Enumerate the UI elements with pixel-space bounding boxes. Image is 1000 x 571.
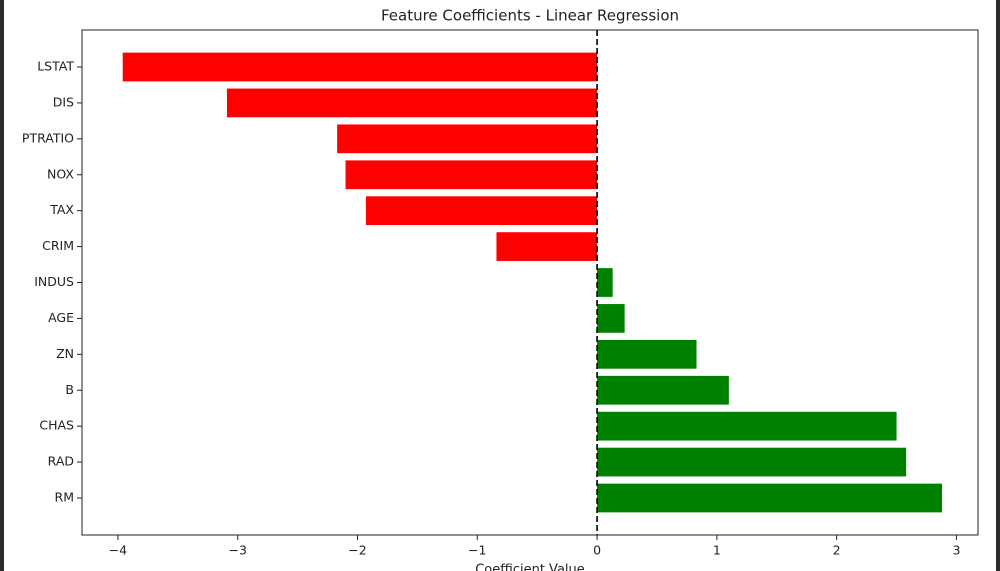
bar bbox=[597, 411, 897, 441]
x-tick-label: −4 bbox=[109, 543, 127, 558]
y-tick-label: AGE bbox=[48, 310, 74, 325]
y-tick-label: RAD bbox=[48, 454, 74, 469]
x-tick-label: 1 bbox=[713, 543, 721, 558]
y-tick-label: PTRATIO bbox=[22, 130, 74, 145]
bar bbox=[597, 375, 729, 405]
y-tick-label: RM bbox=[55, 490, 74, 505]
y-tick-label: CHAS bbox=[39, 418, 74, 433]
y-tick-label: INDUS bbox=[34, 274, 74, 289]
y-tick-label: NOX bbox=[47, 166, 74, 181]
bar bbox=[365, 196, 598, 226]
y-tick-label: CRIM bbox=[42, 238, 74, 253]
bar bbox=[337, 124, 598, 154]
y-tick-label: DIS bbox=[53, 94, 74, 109]
x-tick-label: −2 bbox=[348, 543, 366, 558]
x-tick-label: 3 bbox=[952, 543, 960, 558]
bar bbox=[122, 52, 598, 82]
x-tick-label: −1 bbox=[468, 543, 486, 558]
bar bbox=[597, 304, 625, 333]
y-tick-label: TAX bbox=[49, 202, 74, 217]
bar bbox=[597, 339, 697, 369]
bar bbox=[345, 160, 598, 190]
x-axis-label: Coefficient Value bbox=[475, 563, 585, 571]
plot-frame bbox=[81, 29, 979, 536]
x-tick-label: 2 bbox=[833, 543, 841, 558]
bar bbox=[226, 88, 598, 118]
y-tick-label: LSTAT bbox=[37, 59, 74, 74]
x-tick-label: −3 bbox=[229, 543, 247, 558]
y-tick-label: B bbox=[65, 382, 74, 397]
bar bbox=[496, 232, 598, 261]
bar bbox=[597, 483, 943, 513]
bar bbox=[597, 447, 907, 477]
bar bbox=[597, 268, 613, 297]
chart-title: Feature Coefficients - Linear Regression bbox=[381, 7, 679, 25]
y-tick-label: ZN bbox=[56, 346, 74, 361]
x-tick-label: 0 bbox=[593, 543, 601, 558]
